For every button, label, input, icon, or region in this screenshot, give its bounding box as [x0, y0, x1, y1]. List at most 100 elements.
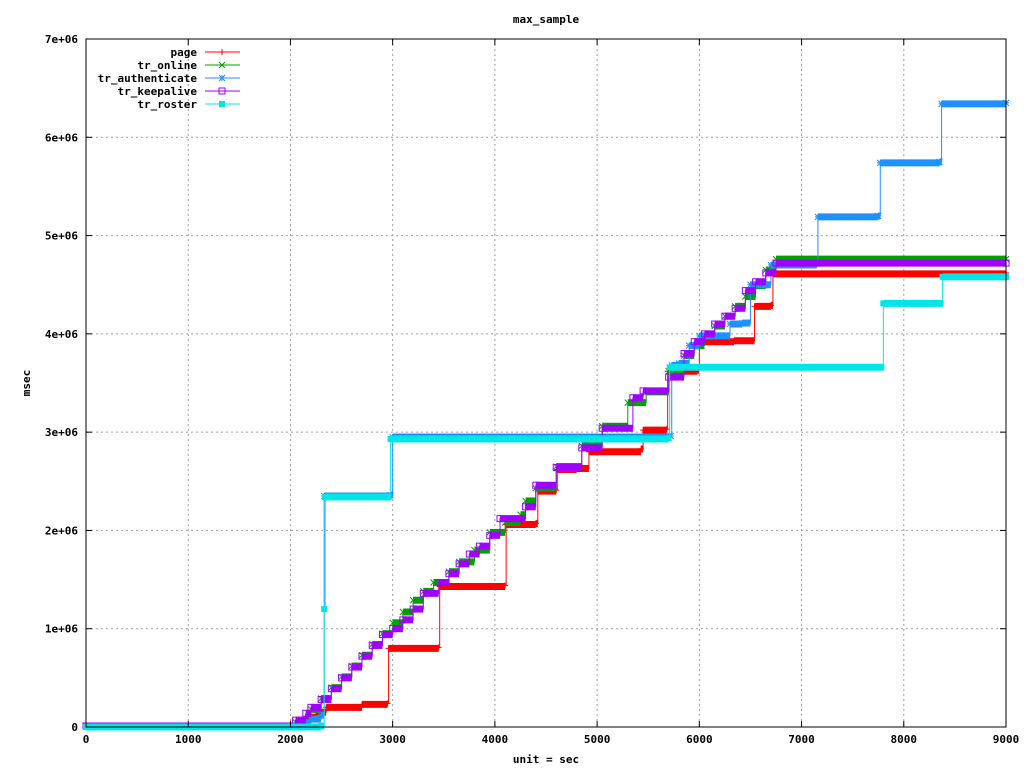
series-point [317, 711, 325, 719]
series-point [302, 709, 310, 717]
series-point [368, 641, 376, 649]
series-point [486, 531, 494, 539]
series-point [307, 715, 315, 723]
series-point [666, 364, 673, 371]
series-point [318, 723, 325, 730]
legend-marker [218, 61, 226, 69]
series-point [731, 337, 738, 344]
x-tick-label: 5000 [584, 733, 611, 746]
series-point [292, 716, 300, 724]
series-point [936, 158, 943, 166]
series-point [878, 364, 885, 371]
x-tick-label: 6000 [686, 733, 713, 746]
series-point [726, 320, 734, 328]
series-point [711, 320, 719, 328]
series-point [814, 213, 822, 221]
legend-marker [218, 87, 226, 95]
series-point [522, 503, 530, 511]
series-point [307, 703, 315, 711]
y-tick-label: 5e+06 [45, 230, 78, 243]
legend-marker [219, 101, 225, 107]
ticks: 0 1000 2000 3000 4000 5000 6000 7000 8000 9000 0 1e… [45, 33, 1019, 746]
series-point [598, 424, 606, 432]
series-point [338, 674, 346, 682]
x-tick-label: 4000 [482, 733, 509, 746]
series-point [665, 435, 672, 442]
series-point [772, 259, 780, 267]
series-point [700, 330, 708, 338]
series-point [387, 436, 394, 443]
x-axis-label: unit = sec [513, 753, 579, 766]
series-point [876, 159, 884, 167]
x-tick-label: 7000 [788, 733, 815, 746]
y-axis-label: msec [20, 370, 33, 397]
series-point [496, 515, 504, 523]
series-point [747, 281, 754, 289]
series-point [767, 302, 774, 309]
legend-label: tr_keepalive [118, 85, 198, 98]
series-point [751, 303, 758, 310]
series-point [685, 342, 693, 350]
series-point [721, 312, 729, 320]
series-point [680, 350, 688, 358]
plot-frame [85, 38, 1007, 728]
series-point [937, 300, 944, 307]
series-point [445, 570, 453, 578]
series-point [389, 625, 397, 633]
series-point [741, 287, 749, 295]
series-point [359, 701, 365, 708]
series-point [939, 273, 946, 280]
y-tick-label: 2e+06 [45, 524, 78, 537]
series-point [762, 269, 770, 277]
series-point [938, 100, 945, 108]
x-tick-label: 3000 [379, 733, 406, 746]
y-tick-label: 3e+06 [45, 426, 78, 439]
x-tick-label: 9000 [993, 733, 1020, 746]
series-point [738, 319, 746, 327]
series-point [767, 261, 775, 269]
legend-marker [219, 49, 225, 55]
series-point [322, 494, 329, 501]
series-point [321, 606, 328, 613]
series-point [731, 304, 739, 312]
series-point [639, 387, 647, 395]
series-point [552, 464, 560, 472]
legend-label: page [171, 46, 198, 59]
series-point [629, 394, 637, 402]
series-point [384, 700, 391, 707]
y-tick-label: 0 [71, 721, 78, 734]
series-point [532, 520, 539, 527]
legend-label: tr_online [137, 59, 197, 72]
series-point [690, 338, 698, 346]
series-point [675, 359, 683, 367]
series-point [399, 616, 407, 624]
series-point [695, 332, 703, 340]
legend-label: tr_roster [137, 98, 197, 111]
series-point [476, 542, 484, 550]
series-point [348, 663, 356, 671]
series-point [455, 560, 463, 568]
x-tick-label: 0 [83, 733, 90, 746]
legend: pagetr_onlinetr_authenticatetr_keepalive… [98, 46, 240, 111]
series-point [378, 631, 386, 639]
series-point [389, 619, 397, 627]
series-point [880, 300, 887, 307]
series-point [640, 427, 647, 434]
series-point [465, 550, 473, 558]
x-tick-label: 1000 [175, 733, 202, 746]
series-point [502, 582, 509, 589]
series-point [409, 605, 417, 613]
y-tick-label: 6e+06 [45, 131, 78, 144]
series-point [327, 685, 335, 693]
series-point [358, 652, 366, 660]
series-point [435, 644, 442, 651]
y-tick-label: 4e+06 [45, 328, 78, 341]
series-point [665, 373, 673, 381]
series-point [532, 481, 540, 489]
series-point [522, 497, 529, 505]
legend-marker [218, 74, 226, 82]
series-point [419, 589, 427, 597]
series-point [752, 278, 760, 286]
series-point [874, 212, 882, 220]
